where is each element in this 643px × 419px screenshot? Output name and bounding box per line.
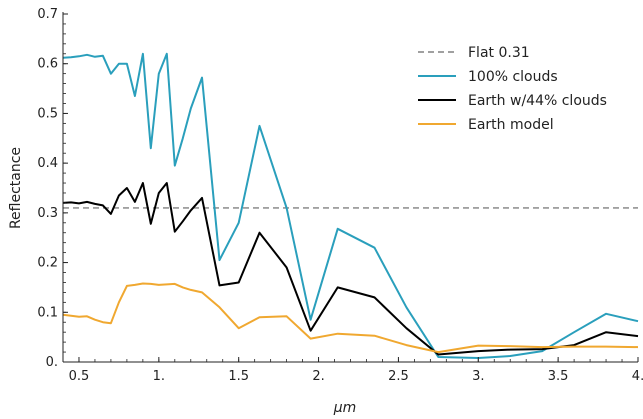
y-tick-label: 0.5 (37, 106, 58, 121)
x-axis-title: μm (333, 400, 357, 416)
legend-label-3: Earth model (468, 117, 554, 133)
y-tick-label: 0.7 (37, 7, 58, 22)
legend-label-0: Flat 0.31 (468, 45, 530, 61)
plot-area (62, 52, 639, 359)
legend: Flat 0.31 100% clouds Earth w/44% clouds Ea… (418, 45, 607, 133)
x-tick-label: 4. (632, 369, 643, 384)
y-axis-title: Reflectance (8, 147, 24, 229)
y-tick-label: 0.1 (37, 305, 58, 320)
y-tick-label: 0.4 (37, 156, 58, 171)
x-tick-label: 1.5 (228, 369, 249, 384)
x-tick-label: 3.5 (548, 369, 569, 384)
series-line-2 (62, 182, 639, 356)
x-tick-label: 2. (312, 369, 324, 384)
legend-label-2: Earth w/44% clouds (468, 93, 607, 109)
x-tick-label: 3. (472, 369, 484, 384)
y-tick-label: 0. (46, 355, 58, 370)
x-tick-label: 1. (153, 369, 165, 384)
legend-label-1: 100% clouds (468, 69, 558, 85)
series-line-1 (62, 52, 639, 359)
series-line-3 (62, 282, 639, 354)
axes: 0.5 1. 1.5 2. 2.5 3. 3.5 4. 0. 0.1 0.2 0.3 0.4 0.5 0.6… (37, 7, 643, 384)
x-tick-label: 2.5 (388, 369, 409, 384)
y-tick-label: 0.6 (37, 57, 58, 72)
y-tick-label: 0.2 (37, 256, 58, 271)
x-tick-label: 0.5 (69, 369, 90, 384)
y-tick-label: 0.3 (37, 206, 58, 221)
